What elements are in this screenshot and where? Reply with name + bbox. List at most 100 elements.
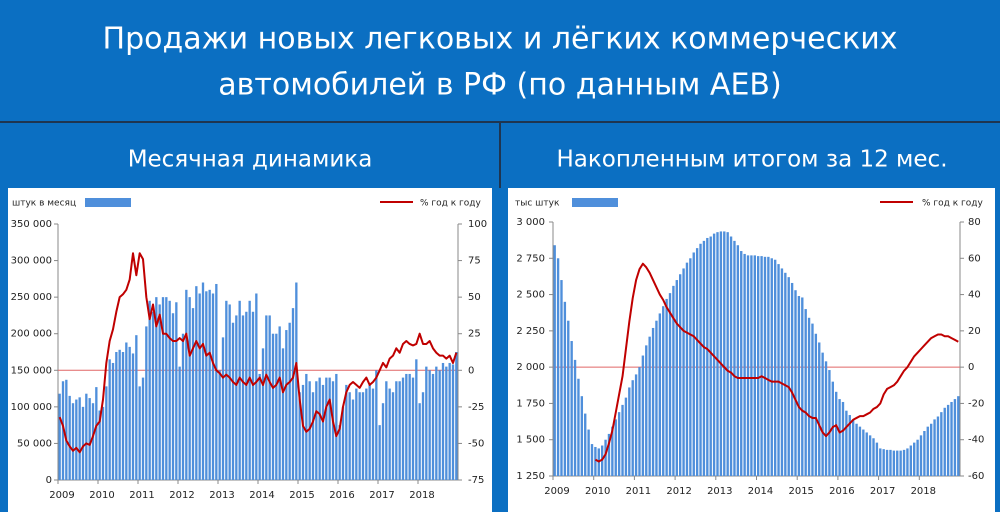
bar xyxy=(438,370,441,480)
bar xyxy=(355,388,358,480)
x-tick-label: 2017 xyxy=(870,486,895,497)
x-tick-label: 2009 xyxy=(544,486,569,497)
bar xyxy=(285,330,288,480)
y-tick-label: 2 500 xyxy=(516,290,545,301)
bar xyxy=(121,352,125,480)
bar xyxy=(787,277,790,476)
bar xyxy=(851,419,855,476)
y2-tick-label: 100 xyxy=(468,219,487,230)
bar xyxy=(607,433,611,476)
bar xyxy=(161,297,165,480)
bar xyxy=(563,301,567,476)
bar xyxy=(784,272,787,476)
bar xyxy=(835,391,838,476)
bar xyxy=(614,419,617,476)
bar xyxy=(165,297,168,480)
y2-tick-label: 0 xyxy=(968,362,974,373)
bar xyxy=(824,361,828,476)
y2-tick-label: -40 xyxy=(968,435,984,446)
bar xyxy=(148,300,151,480)
bar xyxy=(188,297,191,480)
bar xyxy=(801,297,804,476)
bar xyxy=(929,423,933,476)
bar xyxy=(753,255,756,476)
bar xyxy=(375,370,378,480)
y-tick-label: 300 000 xyxy=(11,256,52,267)
bar xyxy=(171,313,175,480)
bar xyxy=(950,401,953,476)
bar xyxy=(584,413,587,476)
bar xyxy=(679,274,682,476)
bar xyxy=(553,245,556,476)
y-tick-label: 150 000 xyxy=(11,365,52,376)
bar xyxy=(91,403,95,480)
bar xyxy=(415,359,418,480)
bar xyxy=(85,393,88,480)
bar xyxy=(235,315,238,480)
bar xyxy=(885,449,889,476)
bar xyxy=(288,322,291,480)
bar xyxy=(845,410,848,476)
bar xyxy=(662,306,665,476)
bar xyxy=(181,333,185,480)
bar xyxy=(940,412,943,476)
line xyxy=(58,252,458,454)
bar xyxy=(241,315,245,480)
bar xyxy=(141,377,145,480)
bar xyxy=(351,399,355,480)
bar xyxy=(208,289,211,480)
bar xyxy=(675,280,678,476)
bar xyxy=(125,342,128,480)
bar xyxy=(301,384,305,480)
bar xyxy=(311,392,315,480)
bar xyxy=(71,403,75,480)
bar xyxy=(95,387,98,480)
bar xyxy=(746,255,750,476)
bar xyxy=(879,448,882,476)
legend-label: штук в месяц xyxy=(12,199,76,209)
bar xyxy=(318,377,321,480)
bar xyxy=(205,291,208,480)
bar xyxy=(828,370,831,476)
x-tick-label: 2014 xyxy=(249,490,274,501)
bar xyxy=(638,367,641,476)
bar xyxy=(238,300,241,480)
bar xyxy=(418,403,421,480)
bar xyxy=(587,429,590,476)
bar xyxy=(191,308,195,480)
bar xyxy=(926,426,929,476)
bar xyxy=(811,323,814,476)
bar xyxy=(651,327,655,476)
bar xyxy=(821,352,824,476)
bar xyxy=(98,410,101,480)
x-tick-label: 2012 xyxy=(666,486,691,497)
y-tick-label: 1 250 xyxy=(516,471,545,482)
bar xyxy=(611,426,614,476)
y-tick-label: 2 000 xyxy=(516,362,545,373)
bar xyxy=(431,373,435,480)
bar xyxy=(58,393,61,480)
bar xyxy=(211,293,215,480)
page-title: автомобилей в РФ (по данным АЕВ) xyxy=(218,68,781,103)
x-tick-label: 2016 xyxy=(829,486,854,497)
x-tick-label: 2015 xyxy=(788,486,813,497)
bar xyxy=(248,300,251,480)
bar xyxy=(398,381,401,480)
bar xyxy=(221,337,225,480)
y-tick-label: 350 000 xyxy=(11,219,52,230)
bar xyxy=(185,289,188,480)
bar xyxy=(709,236,712,476)
legend-label: % год к году xyxy=(420,199,481,209)
bar xyxy=(118,349,121,480)
bar xyxy=(451,364,455,480)
bar xyxy=(729,236,733,476)
bar xyxy=(358,392,361,480)
chart-title: Накопленным итогом за 12 мес. xyxy=(556,147,947,173)
x-tick-label: 2014 xyxy=(748,486,773,497)
bar xyxy=(807,317,811,476)
bar xyxy=(175,302,178,480)
bar xyxy=(361,392,365,480)
bar xyxy=(882,449,885,476)
bar xyxy=(455,352,458,480)
